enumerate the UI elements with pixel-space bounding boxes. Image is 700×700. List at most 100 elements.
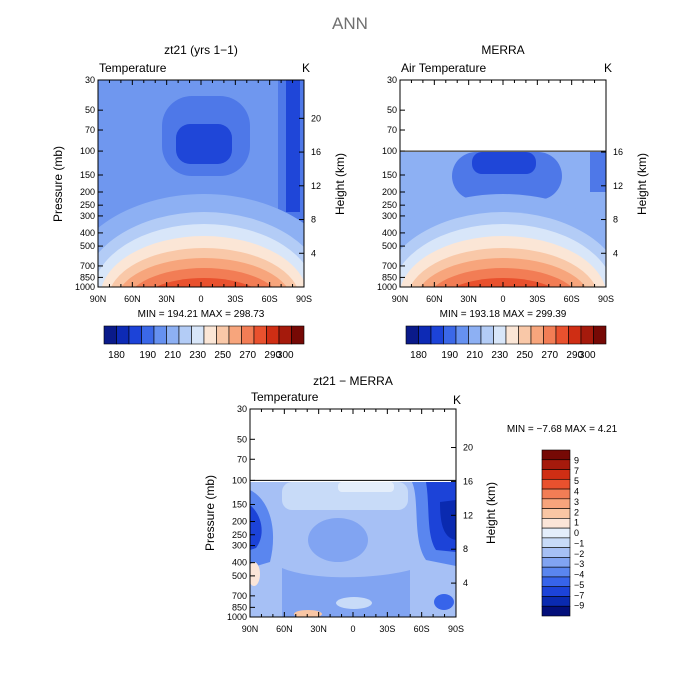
right-axis-label: Height (km) (333, 153, 347, 215)
right-axis-label: Height (km) (635, 153, 649, 215)
panel-difference: zt21 − MERRA Temperature K Pressure (mb)… (203, 374, 618, 618)
x-tick-label: 90N (392, 294, 409, 304)
panel-subtitle: Temperature (251, 390, 319, 404)
y-tick-label: 200 (80, 187, 95, 197)
colorbar-label: −7 (574, 590, 584, 600)
colorbar-swatch (541, 488, 571, 500)
colorbar-label: 210 (164, 350, 181, 361)
x-tick-label: 60S (262, 294, 278, 304)
colorbar-swatch (443, 325, 457, 345)
colorbar-swatch (541, 566, 571, 578)
y-tick-label: 500 (382, 241, 397, 251)
axes-and-colorbars: 3050701001502002503004005007008501000481… (75, 75, 623, 634)
y-tick-label: 300 (232, 541, 247, 551)
y-tick-label: 100 (382, 146, 397, 156)
colorbar-label: −4 (574, 570, 584, 580)
contour-warm-patch (294, 610, 322, 617)
colorbar-swatch (541, 498, 571, 509)
y-tick-label: 1000 (75, 282, 95, 292)
contour-lightest (338, 482, 394, 492)
colorbar-swatch (541, 557, 571, 568)
y-tick-label: 50 (85, 105, 95, 115)
right-tick-label: 4 (463, 578, 468, 588)
colorbar-swatch (203, 325, 217, 345)
colorbar-swatch (153, 325, 167, 345)
stats-text: MIN = 193.18 MAX = 299.39 (440, 309, 567, 320)
y-tick-label: 70 (237, 454, 247, 464)
x-tick-label: 30S (379, 624, 395, 634)
colorbar-label: 290 (264, 350, 281, 361)
contour-right-coldest (440, 500, 456, 540)
colorbar-swatch (116, 325, 130, 345)
y-tick-label: 700 (232, 591, 247, 601)
colorbar-label: 2 (574, 507, 579, 517)
colorbar-swatch (216, 325, 230, 345)
colorbar-swatch (593, 325, 607, 345)
panel-title: zt21 − MERRA (313, 374, 393, 388)
colorbar-swatch (518, 325, 532, 345)
right-tick-label: 20 (463, 443, 473, 453)
panel-units: K (453, 393, 461, 407)
y-axis-label: Pressure (mb) (51, 146, 65, 222)
colorbar-label: 230 (189, 350, 206, 361)
colorbar-swatch (128, 325, 142, 345)
panel-merra-temperature: MERRA Air Temperature K Height (km) MIN … (399, 43, 649, 320)
x-tick-label: 90N (242, 624, 259, 634)
panel-title: MERRA (481, 43, 524, 57)
colorbar-label: 5 (574, 476, 579, 486)
colorbar-swatch (468, 325, 482, 345)
colorbar-label: 300 (277, 350, 294, 361)
colorbar-label: 210 (466, 350, 483, 361)
colorbar-label: 270 (239, 350, 256, 361)
colorbar-label: −1 (574, 538, 584, 548)
y-tick-label: 500 (80, 241, 95, 251)
y-tick-label: 250 (80, 200, 95, 210)
colorbar-swatch (580, 325, 594, 345)
y-tick-label: 700 (382, 261, 397, 271)
stats-text: MIN = 194.21 MAX = 298.73 (138, 309, 265, 320)
colorbar-swatch (541, 576, 571, 588)
heatmap-fill (250, 482, 456, 617)
colorbar-swatch (505, 325, 519, 345)
y-tick-label: 70 (85, 125, 95, 135)
colorbar-swatch (455, 325, 469, 345)
panel-subtitle: Temperature (99, 61, 167, 75)
colorbar-label: −2 (574, 549, 584, 559)
panel-subtitle: Air Temperature (401, 61, 486, 75)
right-tick-label: 16 (463, 476, 473, 486)
colorbar-swatch (541, 537, 571, 548)
y-tick-label: 850 (80, 272, 95, 282)
y-tick-label: 150 (232, 499, 247, 509)
y-tick-label: 850 (382, 272, 397, 282)
y-tick-label: 30 (85, 75, 95, 85)
colorbar-swatch (141, 325, 155, 345)
heatmap-fill (400, 152, 606, 287)
x-tick-label: 60N (276, 624, 293, 634)
x-tick-label: 30N (460, 294, 477, 304)
right-tick-label: 4 (613, 248, 618, 258)
colorbar-swatch (541, 478, 571, 490)
colorbar-swatch (430, 325, 444, 345)
colorbar-swatch (166, 325, 180, 345)
colorbar-swatch (555, 325, 569, 345)
right-tick-label: 12 (613, 181, 623, 191)
right-axis-label: Height (km) (484, 482, 498, 544)
x-tick-label: 30S (227, 294, 243, 304)
y-tick-label: 150 (80, 170, 95, 180)
right-tick-label: 12 (463, 510, 473, 520)
panel-model-temperature: zt21 (yrs 1−1) Temperature K Pressure (m… (51, 43, 347, 320)
colorbar-swatch (541, 508, 571, 519)
colorbar-swatch (543, 325, 557, 345)
x-tick-label: 0 (500, 294, 505, 304)
contour-center-cold (308, 518, 368, 562)
colorbar-swatch (530, 325, 544, 345)
y-tick-label: 300 (80, 211, 95, 221)
y-tick-label: 400 (382, 228, 397, 238)
right-tick-label: 8 (463, 544, 468, 554)
colorbar-swatch (191, 325, 205, 345)
y-tick-label: 250 (382, 200, 397, 210)
contour-warm-spot (250, 562, 260, 586)
y-tick-label: 100 (232, 475, 247, 485)
y-tick-label: 30 (387, 75, 397, 85)
